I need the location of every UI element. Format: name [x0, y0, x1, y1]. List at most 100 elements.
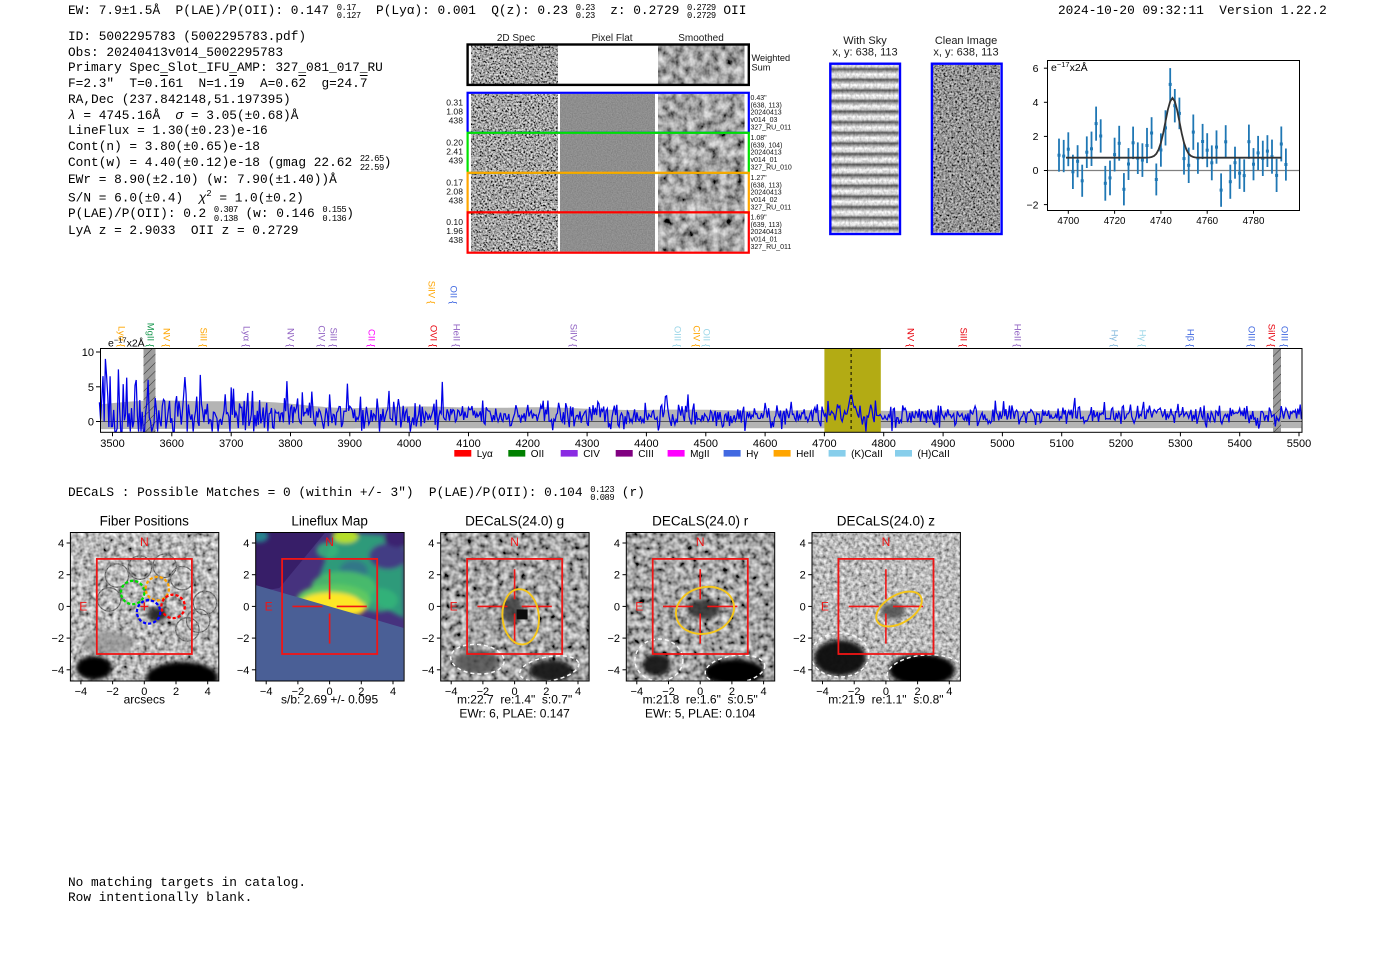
- svg-text:E: E: [821, 599, 829, 613]
- svg-text:−2: −2: [607, 633, 620, 645]
- svg-text:4: 4: [761, 686, 767, 698]
- svg-text:HeII {: HeII {: [451, 324, 462, 347]
- svg-text:Lyα {: Lyα {: [116, 326, 127, 347]
- svg-text:Lyα: Lyα: [477, 449, 493, 460]
- svg-text:2: 2: [1033, 131, 1039, 143]
- svg-text:m:22.7 re:1.4" s:0.7": m:22.7 re:1.4" s:0.7": [457, 693, 572, 707]
- svg-text:4740: 4740: [1150, 216, 1172, 227]
- svg-text:0: 0: [697, 686, 703, 698]
- svg-text:−4: −4: [445, 686, 458, 698]
- svg-text:327_RU_010: 327_RU_010: [751, 164, 792, 171]
- svg-text:4760: 4760: [1196, 216, 1218, 227]
- svg-text:327_RU_011: 327_RU_011: [751, 124, 792, 131]
- svg-text:e−17x2Å: e−17x2Å: [1051, 60, 1088, 74]
- svg-text:N: N: [325, 535, 334, 549]
- svg-text:HeII {: HeII {: [1012, 324, 1023, 347]
- svg-text:−4: −4: [793, 665, 806, 677]
- svg-text:s/b: 2.69 +/- 0.095: s/b: 2.69 +/- 0.095: [281, 693, 378, 707]
- svg-text:0.43": 0.43": [751, 95, 768, 102]
- svg-text:OIII {: OIII {: [1246, 326, 1257, 347]
- svg-text:Sum: Sum: [752, 62, 771, 72]
- svg-text:0: 0: [428, 601, 434, 613]
- svg-text:5400: 5400: [1227, 438, 1251, 450]
- svg-text:438: 438: [449, 195, 464, 205]
- svg-text:SiIV {: SiIV {: [426, 281, 437, 304]
- svg-text:x, y: 638, 113: x, y: 638, 113: [933, 47, 998, 59]
- svg-text:0.31: 0.31: [446, 98, 463, 108]
- svg-text:−4: −4: [237, 665, 250, 677]
- svg-text:2: 2: [428, 570, 434, 582]
- svg-text:(H)CaII: (H)CaII: [918, 449, 950, 460]
- svg-text:MgII {: MgII {: [145, 323, 156, 347]
- svg-text:−4: −4: [260, 686, 273, 698]
- svg-text:EWr: 6, PLAE: 0.147: EWr: 6, PLAE: 0.147: [459, 707, 570, 721]
- svg-text:−2: −2: [106, 686, 119, 698]
- svg-text:SiII {: SiII {: [328, 327, 339, 347]
- svg-text:1.08": 1.08": [751, 135, 768, 142]
- svg-text:2D Spec: 2D Spec: [497, 33, 535, 44]
- svg-text:4: 4: [428, 538, 434, 550]
- svg-text:4: 4: [243, 538, 249, 550]
- svg-text:N: N: [882, 535, 891, 549]
- svg-text:v014_02: v014_02: [751, 197, 778, 204]
- svg-text:327_RU_011: 327_RU_011: [751, 244, 792, 251]
- svg-text:4700: 4700: [1057, 216, 1079, 227]
- svg-text:327_RU_011: 327_RU_011: [751, 204, 792, 211]
- svg-text:0: 0: [88, 417, 94, 429]
- svg-text:Smoothed: Smoothed: [678, 33, 724, 44]
- svg-text:−2: −2: [662, 686, 675, 698]
- svg-text:Hβ {: Hβ {: [1185, 329, 1196, 347]
- svg-text:Lineflux Map: Lineflux Map: [291, 514, 368, 529]
- svg-text:Hγ {: Hγ {: [1137, 330, 1148, 347]
- svg-text:N: N: [696, 535, 705, 549]
- svg-text:N: N: [510, 535, 519, 549]
- svg-text:2: 2: [58, 570, 64, 582]
- svg-text:4: 4: [946, 686, 952, 698]
- svg-text:E: E: [635, 599, 643, 613]
- svg-text:20240413: 20240413: [751, 190, 782, 197]
- svg-text:4600: 4600: [753, 438, 777, 450]
- svg-text:arcsecs: arcsecs: [124, 693, 165, 707]
- svg-text:2: 2: [243, 570, 249, 582]
- svg-text:3900: 3900: [338, 438, 362, 450]
- svg-text:(638, 113): (638, 113): [751, 102, 782, 109]
- svg-text:0.10: 0.10: [446, 217, 463, 227]
- svg-text:4300: 4300: [575, 438, 599, 450]
- svg-text:4700: 4700: [812, 438, 836, 450]
- svg-text:1.08: 1.08: [446, 107, 463, 117]
- svg-text:0: 0: [800, 601, 806, 613]
- svg-text:5300: 5300: [1168, 438, 1192, 450]
- svg-text:2: 2: [800, 570, 806, 582]
- svg-text:MgII: MgII: [690, 449, 709, 460]
- svg-text:OIII {: OIII {: [1279, 326, 1290, 347]
- svg-text:4780: 4780: [1243, 216, 1265, 227]
- svg-text:2: 2: [614, 570, 620, 582]
- svg-text:SiIV {: SiIV {: [1266, 324, 1277, 347]
- svg-text:3500: 3500: [100, 438, 124, 450]
- svg-text:2: 2: [729, 686, 735, 698]
- svg-text:6: 6: [1033, 63, 1039, 75]
- svg-text:438: 438: [449, 235, 464, 245]
- svg-text:2.08: 2.08: [446, 187, 463, 197]
- svg-text:4: 4: [390, 686, 396, 698]
- svg-text:−4: −4: [607, 665, 620, 677]
- svg-text:0: 0: [58, 601, 64, 613]
- svg-text:x, y: 638, 113: x, y: 638, 113: [832, 47, 897, 59]
- svg-text:CIII: CIII: [638, 449, 654, 460]
- svg-text:NV {: NV {: [905, 328, 916, 347]
- svg-text:OII {: OII {: [448, 286, 459, 304]
- svg-text:(639, 104): (639, 104): [751, 142, 783, 149]
- svg-text:With Sky: With Sky: [843, 35, 887, 47]
- svg-text:v014_03: v014_03: [751, 117, 778, 124]
- svg-text:v014_01: v014_01: [751, 157, 778, 164]
- svg-text:0: 0: [141, 686, 147, 698]
- svg-text:2: 2: [915, 686, 921, 698]
- svg-text:−4: −4: [816, 686, 829, 698]
- svg-text:4: 4: [1033, 97, 1039, 109]
- svg-text:−4: −4: [75, 686, 88, 698]
- svg-text:20240413: 20240413: [751, 229, 782, 236]
- svg-text:0.20: 0.20: [446, 138, 463, 148]
- svg-text:1.69": 1.69": [751, 215, 768, 222]
- svg-text:−2: −2: [477, 686, 490, 698]
- svg-text:SiII {: SiII {: [958, 327, 969, 347]
